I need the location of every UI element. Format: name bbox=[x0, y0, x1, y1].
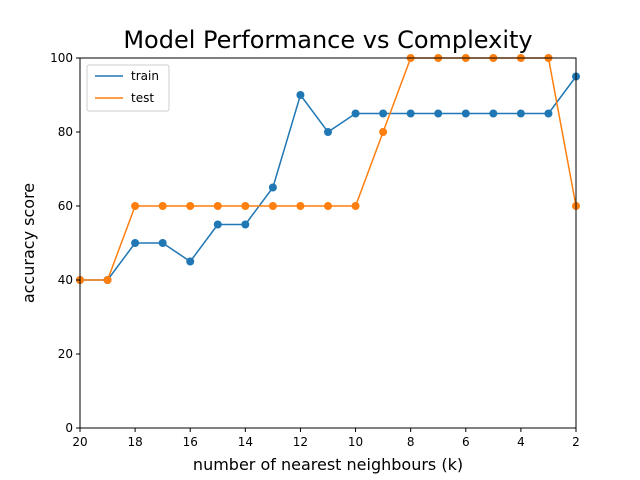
legend: train test bbox=[86, 64, 170, 112]
data-point-test bbox=[158, 202, 167, 210]
data-point-test bbox=[186, 202, 195, 210]
y-axis-ticks: 0 20 40 60 80 100 bbox=[50, 51, 80, 435]
data-point-test bbox=[351, 202, 360, 210]
plot-frame bbox=[79, 57, 577, 429]
y-tick-label: 0 bbox=[65, 421, 73, 435]
x-tick-label: 4 bbox=[517, 435, 525, 449]
x-axis-ticks: 20 18 16 14 12 10 8 6 4 2 bbox=[72, 428, 580, 449]
x-tick-label: 6 bbox=[462, 435, 470, 449]
chart-title: Model Performance vs Complexity bbox=[123, 26, 532, 54]
y-tick-label: 80 bbox=[58, 125, 73, 139]
x-tick-label: 2 bbox=[572, 435, 580, 449]
data-point-train bbox=[544, 109, 553, 118]
data-point-train bbox=[158, 239, 167, 247]
data-point-train bbox=[351, 109, 360, 118]
data-point-train bbox=[268, 183, 277, 192]
data-point-train bbox=[434, 109, 443, 118]
data-point-train bbox=[186, 257, 195, 266]
data-point-train bbox=[516, 109, 525, 118]
data-point-test bbox=[213, 202, 222, 210]
data-point-train bbox=[406, 109, 415, 118]
data-point-test bbox=[296, 202, 305, 210]
legend-label-test: test bbox=[131, 91, 154, 105]
y-tick-label: 40 bbox=[58, 273, 73, 287]
x-tick-label: 14 bbox=[238, 435, 253, 449]
plot-markers bbox=[76, 54, 580, 284]
data-point-train bbox=[461, 109, 470, 118]
x-tick-label: 12 bbox=[293, 435, 308, 449]
data-point-train bbox=[379, 109, 388, 118]
y-tick-label: 60 bbox=[58, 199, 73, 213]
y-axis-label: accuracy score bbox=[19, 183, 38, 303]
data-point-train bbox=[213, 220, 222, 229]
data-point-test bbox=[324, 202, 332, 210]
y-tick-label: 20 bbox=[58, 347, 73, 361]
legend-label-train: train bbox=[131, 69, 159, 83]
data-point-test bbox=[379, 128, 388, 136]
data-point-train bbox=[131, 239, 140, 247]
x-tick-label: 20 bbox=[72, 435, 87, 449]
y-tick-label: 100 bbox=[50, 51, 73, 65]
data-point-test bbox=[241, 202, 250, 210]
data-point-test bbox=[268, 202, 277, 210]
data-point-test bbox=[103, 276, 112, 284]
data-point-train bbox=[489, 109, 498, 118]
data-point-train bbox=[296, 91, 305, 99]
x-axis-label: number of nearest neighbours (k) bbox=[193, 455, 463, 474]
x-tick-label: 18 bbox=[127, 435, 142, 449]
x-tick-label: 16 bbox=[183, 435, 198, 449]
data-point-train bbox=[324, 128, 332, 136]
data-point-test bbox=[131, 202, 140, 210]
x-tick-label: 8 bbox=[407, 435, 415, 449]
data-point-train bbox=[241, 220, 250, 229]
x-tick-label: 10 bbox=[348, 435, 363, 449]
